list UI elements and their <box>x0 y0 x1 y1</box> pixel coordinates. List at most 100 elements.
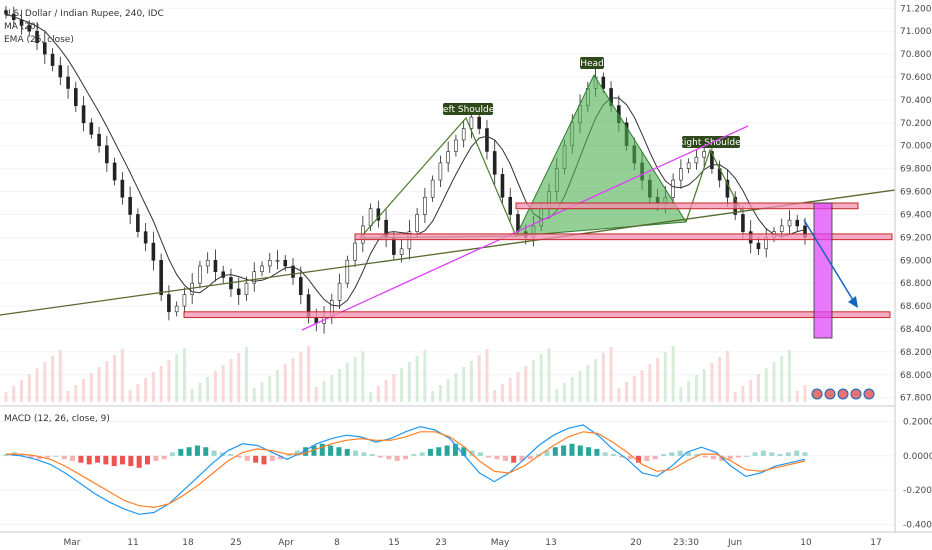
macd-histogram-bar <box>278 455 284 460</box>
candle[interactable] <box>221 265 226 284</box>
candle[interactable] <box>81 96 86 132</box>
candle[interactable] <box>671 173 675 204</box>
candle[interactable] <box>686 158 691 174</box>
candle[interactable] <box>97 126 101 153</box>
candle[interactable] <box>764 227 769 258</box>
volume-bar <box>182 348 186 402</box>
volume-bar <box>772 362 776 402</box>
volume-bar <box>384 380 388 402</box>
candle[interactable] <box>485 119 489 160</box>
macd-histogram-bar <box>735 455 741 458</box>
candle[interactable] <box>105 135 109 173</box>
candle[interactable] <box>306 288 311 324</box>
candle[interactable] <box>120 172 125 205</box>
candle[interactable] <box>66 65 70 99</box>
candle[interactable] <box>213 249 218 282</box>
candle[interactable] <box>415 207 419 238</box>
candle[interactable] <box>252 262 257 292</box>
candle[interactable] <box>151 231 156 271</box>
projection-arrow[interactable] <box>803 219 858 308</box>
candle[interactable] <box>787 210 792 236</box>
candle[interactable] <box>35 23 39 51</box>
candle[interactable] <box>795 214 800 232</box>
volume-bar <box>283 364 287 402</box>
candle[interactable] <box>182 287 187 313</box>
candle[interactable] <box>430 175 435 202</box>
head-triangle[interactable] <box>515 73 687 237</box>
candle[interactable] <box>508 187 513 224</box>
target-box[interactable] <box>813 202 833 339</box>
neckline-trendline[interactable] <box>0 189 896 316</box>
candle[interactable] <box>337 273 342 309</box>
candle[interactable] <box>438 155 443 187</box>
candle[interactable] <box>345 255 350 288</box>
candle[interactable] <box>694 149 699 170</box>
macd-histogram-bar <box>169 452 175 456</box>
head-shoulders-pattern[interactable]: Left Shoulder Head Right Shoulder <box>358 57 745 239</box>
time-axis[interactable]: Mar 11 18 25 Apr 8 15 23 May 13 20 23:30 Jun 10 17 <box>64 538 882 548</box>
time-tick-label: Jun <box>727 538 742 548</box>
candle[interactable] <box>275 250 280 270</box>
macd-histogram-bar <box>95 455 101 463</box>
candle[interactable] <box>136 208 140 238</box>
candle[interactable] <box>492 140 497 185</box>
macd-histogram-bar <box>777 454 783 456</box>
candles[interactable] <box>4 6 807 334</box>
candle[interactable] <box>376 200 381 228</box>
candle[interactable] <box>267 252 272 273</box>
macd-legend: MACD (12, 26, close, 9) <box>4 414 110 424</box>
candle[interactable] <box>198 260 202 289</box>
candle[interactable] <box>205 252 210 274</box>
candle[interactable] <box>58 56 63 86</box>
time-tick-label: May <box>491 538 510 548</box>
magenta-trendline[interactable] <box>301 125 749 331</box>
macd-histogram-bar <box>744 455 750 457</box>
candle[interactable] <box>446 141 450 173</box>
candle[interactable] <box>128 186 132 225</box>
macd-histogram-bar <box>636 455 642 463</box>
macd-histogram-bar <box>328 445 334 456</box>
indicator-badges[interactable] <box>811 388 875 400</box>
candle[interactable] <box>725 169 730 208</box>
candle[interactable] <box>500 167 505 204</box>
volume-bar <box>756 374 760 402</box>
candle[interactable] <box>461 120 466 148</box>
price-pane[interactable]: Left Shoulder Head Right Shoulder <box>0 6 896 402</box>
macd-pane[interactable]: MACD (12, 26, close, 9) <box>0 414 895 526</box>
support-resistance-zones[interactable] <box>183 202 893 319</box>
candle[interactable] <box>174 301 179 317</box>
support-zone[interactable] <box>515 202 859 210</box>
candle[interactable] <box>167 285 171 321</box>
candle[interactable] <box>74 81 78 112</box>
volume-bar <box>260 382 264 402</box>
volume-bar <box>415 356 419 402</box>
candle[interactable] <box>260 261 264 277</box>
macd-histogram-bar <box>261 455 267 465</box>
support-zone[interactable] <box>183 311 891 319</box>
candle[interactable] <box>89 118 94 139</box>
candle[interactable] <box>42 31 47 64</box>
candle[interactable] <box>423 187 427 224</box>
macd-histogram-bar <box>136 455 142 468</box>
candle[interactable] <box>291 257 295 285</box>
candle[interactable] <box>384 209 388 248</box>
candle[interactable] <box>159 253 163 301</box>
candle[interactable] <box>112 157 117 186</box>
candle[interactable] <box>679 159 683 189</box>
price-tick-label: 68.2000 <box>900 348 932 358</box>
candle[interactable] <box>710 146 714 174</box>
candle[interactable] <box>143 222 148 252</box>
macd-axis[interactable]: 0.2000 0.0000 -0.2000 -0.4000 <box>903 417 932 530</box>
time-tick-label: 8 <box>334 538 340 548</box>
time-tick-label: 11 <box>127 538 138 548</box>
macd-histogram-bar <box>20 454 26 456</box>
macd-histogram-bar <box>602 452 608 456</box>
candle[interactable] <box>50 48 55 72</box>
support-zone[interactable] <box>354 233 893 241</box>
candle[interactable] <box>330 293 334 324</box>
candle[interactable] <box>454 134 458 157</box>
candle[interactable] <box>353 235 357 268</box>
price-tick-label: 69.2000 <box>900 233 932 243</box>
